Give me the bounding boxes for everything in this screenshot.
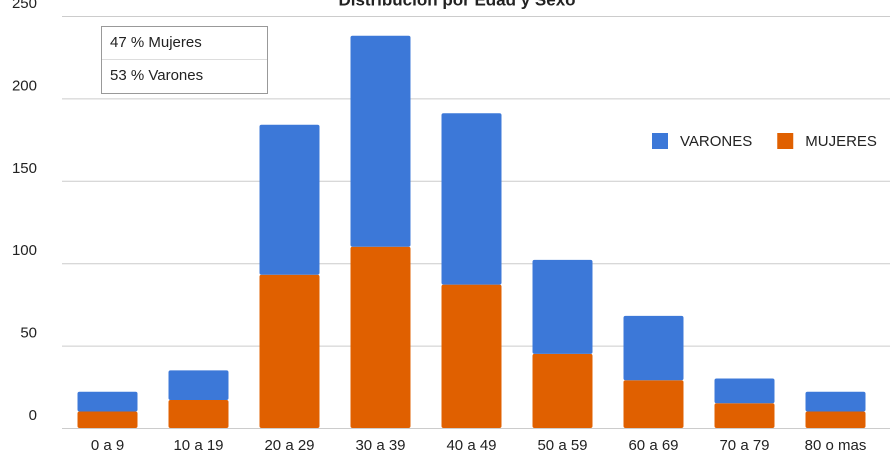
bar-segment [623,315,684,381]
legend-label: MUJERES [805,133,877,150]
x-tick-label: 40 a 49 [446,437,496,454]
annotation: 53 % Varones [110,67,203,84]
bar-segment [441,284,502,428]
bar-segment [532,259,593,354]
x-tick-label: 20 a 29 [264,437,314,454]
y-tick-label: 250 [12,0,37,12]
x-tick-label: 10 a 19 [173,437,223,454]
bar-segment [259,274,320,428]
bar-segment [168,399,229,428]
x-tick-label: 50 a 59 [537,437,587,454]
legend-swatch [777,133,794,149]
y-tick-label: 150 [12,160,37,177]
chart-title: Distribución por Edad y Sexo [338,0,575,9]
bar-segment [441,113,502,285]
bar-segment [714,403,775,428]
bar-segment [532,353,593,428]
bar-segment [350,35,411,247]
legend-label: VARONES [680,133,752,150]
x-tick-label: 60 a 69 [628,437,678,454]
bar-segment [805,391,866,412]
y-tick-label: 100 [12,242,37,259]
x-tick-label: 80 o mas [805,437,867,454]
bar-segment [623,380,684,428]
legend-swatch [652,133,668,149]
bar-segment [77,391,138,412]
bar-segment [168,370,229,400]
y-tick-label: 50 [20,325,37,342]
bar-segment [805,411,866,428]
y-tick-label: 0 [29,407,37,424]
bar-segment [350,246,411,428]
bar-segment [714,378,775,404]
x-tick-label: 0 a 9 [91,437,124,454]
x-tick-label: 70 a 79 [719,437,769,454]
bar-segment [77,411,138,428]
annotation: 47 % Mujeres [110,34,202,51]
y-tick-label: 200 [12,77,37,94]
x-tick-label: 30 a 39 [355,437,405,454]
bar-segment [259,124,320,275]
